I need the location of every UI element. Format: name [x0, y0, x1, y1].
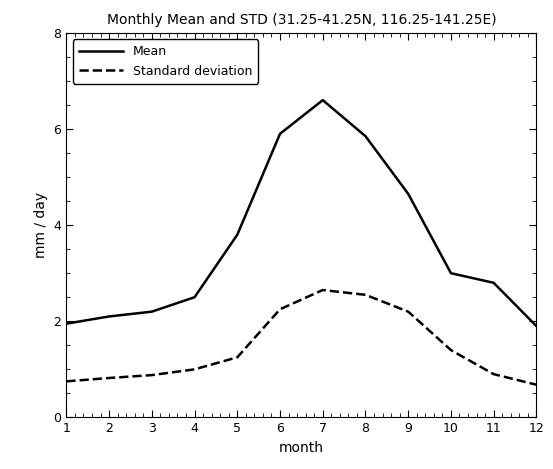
Title: Monthly Mean and STD (31.25-41.25N, 116.25-141.25E): Monthly Mean and STD (31.25-41.25N, 116.… [107, 14, 496, 28]
Mean [320, 98, 326, 103]
Line: Standard deviation: Standard deviation [66, 290, 536, 385]
X-axis label: month: month [279, 441, 324, 455]
Y-axis label: mm / day: mm / day [34, 192, 48, 258]
Standard deviation [276, 306, 283, 312]
Standard deviation [106, 375, 112, 381]
Legend: Mean, Standard deviation: Mean, Standard deviation [72, 39, 258, 84]
Mean [447, 270, 454, 276]
Standard deviation [149, 372, 155, 378]
Mean [533, 323, 540, 329]
Standard deviation [533, 382, 540, 387]
Standard deviation [362, 292, 369, 298]
Mean [491, 280, 497, 286]
Standard deviation [320, 287, 326, 293]
Mean [63, 321, 70, 326]
Standard deviation [63, 378, 70, 384]
Standard deviation [234, 355, 241, 360]
Standard deviation [491, 371, 497, 377]
Mean [276, 131, 283, 136]
Mean [149, 309, 155, 314]
Line: Mean: Mean [66, 100, 536, 326]
Standard deviation [191, 367, 198, 372]
Mean [191, 295, 198, 300]
Mean [234, 232, 241, 238]
Mean [106, 314, 112, 319]
Mean [362, 133, 369, 139]
Standard deviation [447, 347, 454, 353]
Standard deviation [405, 309, 411, 314]
Mean [405, 191, 411, 197]
